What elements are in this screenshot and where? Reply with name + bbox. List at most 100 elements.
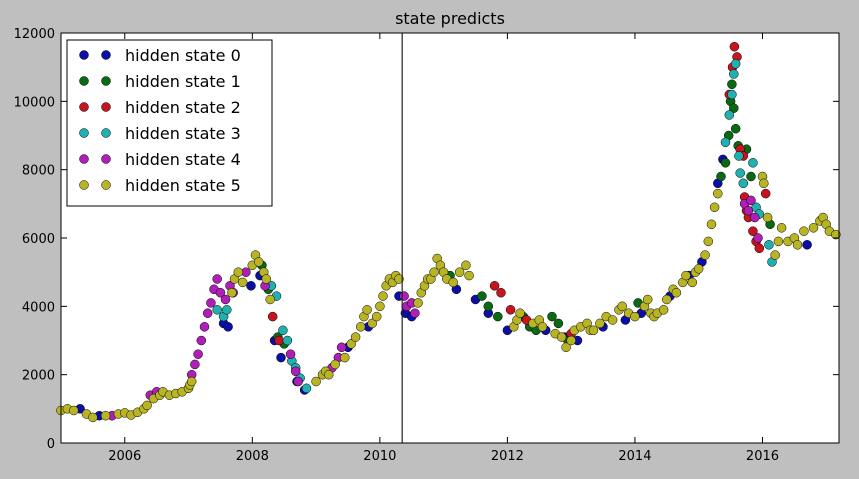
data-point [371,311,382,322]
data-point [88,412,98,423]
data-point [367,318,377,329]
data-point [193,349,203,359]
legend-marker [101,180,111,190]
data-point [477,291,487,301]
data-point [378,291,388,301]
data-point [760,188,771,199]
data-point [720,137,731,148]
data-point [223,322,233,332]
data-point [561,342,571,353]
data-point [713,188,723,199]
data-point [493,311,503,322]
legend-marker [101,50,111,60]
data-point [227,287,237,298]
data-point [588,325,599,336]
y-tick-label: 4000 [22,300,55,315]
y-tick-label: 8000 [22,164,55,179]
legend-marker [101,102,111,112]
data-point [693,264,704,274]
y-tick-label: 6000 [22,232,55,247]
data-point [212,305,222,315]
data-point [727,89,737,100]
data-point [330,359,340,370]
data-point [703,236,714,247]
data-point [410,308,420,318]
data-point [773,236,784,247]
data-point [831,229,841,240]
data-point [253,257,264,267]
data-point [186,376,197,387]
data-point [792,240,803,250]
data-point [729,41,740,52]
data-point [716,171,726,182]
data-point [399,291,409,301]
data-point [454,267,465,277]
data-point [265,294,275,305]
data-point [290,366,301,377]
data-point [461,260,471,271]
data-point [556,332,567,342]
data-point [799,226,809,236]
data-point [748,158,758,168]
data-point [729,103,739,113]
data-point [753,233,763,243]
data-point [595,318,605,329]
data-point [346,339,356,349]
data-point [496,287,506,298]
data-point [729,69,739,79]
data-point [630,311,640,322]
data-point [754,243,765,254]
data-point [375,301,385,312]
data-point [681,270,691,281]
data-point [282,335,293,346]
x-tick-label: 2008 [236,449,269,464]
data-point [199,322,210,332]
series-state-5 [56,171,841,423]
data-point [285,349,296,359]
data-point [293,376,303,387]
data-point [267,311,278,322]
data-point [720,158,731,168]
data-point [429,267,439,277]
data-point [642,294,653,305]
data-point [727,79,737,90]
data-point [802,240,812,250]
data-point [190,359,200,370]
data-point [233,267,244,277]
legend-label: hidden state 4 [125,150,241,169]
data-points [56,41,841,423]
data-point [311,376,321,387]
legend: hidden state 0 hidden state 1 hidden state… [66,39,273,207]
data-point [671,287,682,298]
data-point [100,410,111,421]
data-point [537,322,548,332]
data-point [706,219,717,230]
x-tick-label: 2016 [746,449,779,464]
data-point [196,335,207,346]
chart-title: state predicts [395,9,505,28]
x-tick-label: 2014 [618,449,651,464]
x-tick-label: 2012 [491,449,524,464]
legend-marker [79,102,89,112]
legend-label: hidden state 2 [125,98,241,117]
data-point [324,369,334,380]
data-point [607,315,618,325]
data-point [413,298,423,308]
data-point [220,294,231,305]
data-point [662,294,672,305]
legend-marker [101,128,111,138]
data-point [748,226,758,236]
legend-marker [101,76,111,86]
data-point [212,274,222,284]
data-point [700,250,710,260]
data-point [261,274,272,284]
data-point [340,352,350,363]
data-point [743,205,754,216]
data-point [547,311,557,322]
data-point [237,277,248,288]
x-tick-label: 2006 [108,449,141,464]
data-point [274,335,284,346]
data-point [566,335,576,346]
data-point [276,352,286,363]
data-point [764,240,774,250]
